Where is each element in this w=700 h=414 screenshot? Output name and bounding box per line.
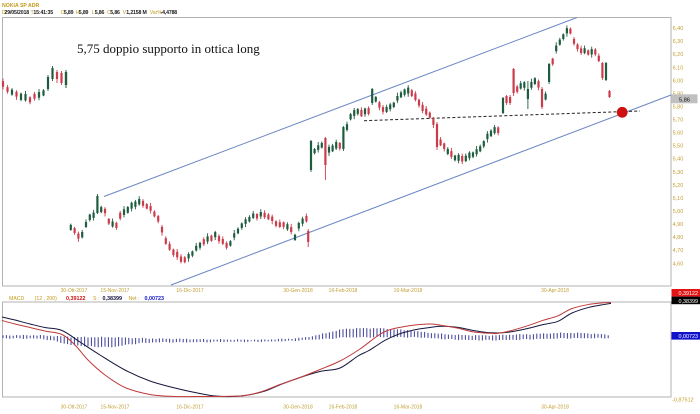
svg-text:30-Ott-2017: 30-Ott-2017 bbox=[61, 288, 88, 294]
svg-text:6,20: 6,20 bbox=[673, 52, 684, 58]
svg-text:4,70: 4,70 bbox=[673, 248, 684, 254]
svg-text:0,39122: 0,39122 bbox=[66, 296, 86, 302]
svg-text:5,70: 5,70 bbox=[673, 118, 684, 124]
svg-text:0,39122: 0,39122 bbox=[679, 291, 699, 297]
svg-text:4,90: 4,90 bbox=[673, 222, 684, 228]
svg-text:5,30: 5,30 bbox=[673, 170, 684, 176]
svg-text:5,00: 5,00 bbox=[673, 209, 684, 215]
svg-text:6,00: 6,00 bbox=[673, 78, 684, 84]
svg-text:30-Ott-2017: 30-Ott-2017 bbox=[61, 405, 88, 411]
svg-text:6,30: 6,30 bbox=[673, 39, 684, 45]
svg-text:5,60: 5,60 bbox=[673, 131, 684, 137]
svg-text:5,86: 5,86 bbox=[679, 97, 690, 103]
svg-text:(12 , 200): (12 , 200) bbox=[35, 296, 57, 302]
svg-text:MACD: MACD bbox=[9, 296, 25, 302]
svg-text:-0,87512: -0,87512 bbox=[672, 397, 694, 403]
svg-text:30-Apr-2018: 30-Apr-2018 bbox=[541, 405, 569, 411]
svg-text:5,75 doppio supporto in ottica: 5,75 doppio supporto in ottica long bbox=[77, 41, 260, 56]
svg-text:0,38399: 0,38399 bbox=[679, 299, 699, 305]
svg-text:16-Dic-2017: 16-Dic-2017 bbox=[176, 288, 203, 294]
svg-text:NOKIA SP ADR: NOKIA SP ADR bbox=[2, 3, 40, 9]
svg-text:16-Feb-2018: 16-Feb-2018 bbox=[329, 288, 358, 294]
svg-text:16-Feb-2018: 16-Feb-2018 bbox=[329, 405, 358, 411]
svg-text:0,38399: 0,38399 bbox=[103, 296, 123, 302]
svg-text:5,40: 5,40 bbox=[673, 157, 684, 163]
svg-text:6,40: 6,40 bbox=[673, 26, 684, 32]
svg-text:30-Apr-2018: 30-Apr-2018 bbox=[541, 288, 569, 294]
svg-text:4,80: 4,80 bbox=[673, 235, 684, 241]
svg-text:0,00723: 0,00723 bbox=[145, 296, 165, 302]
svg-text:0,00723: 0,00723 bbox=[679, 334, 699, 340]
svg-text:30-Gen-2018: 30-Gen-2018 bbox=[283, 288, 313, 294]
svg-text:5,50: 5,50 bbox=[673, 144, 684, 150]
svg-text:15-Nov-2017: 15-Nov-2017 bbox=[101, 288, 130, 294]
svg-text:5,10: 5,10 bbox=[673, 196, 684, 202]
svg-text:15-Nov-2017: 15-Nov-2017 bbox=[101, 405, 130, 411]
svg-text:Net :: Net : bbox=[129, 296, 140, 302]
svg-text:16-Mar-2018: 16-Mar-2018 bbox=[394, 288, 423, 294]
svg-text:16-Dic-2017: 16-Dic-2017 bbox=[176, 405, 203, 411]
svg-text:16-Mar-2018: 16-Mar-2018 bbox=[394, 405, 423, 411]
svg-text:6,10: 6,10 bbox=[673, 65, 684, 71]
svg-text:30-Gen-2018: 30-Gen-2018 bbox=[283, 405, 313, 411]
svg-text:5,80: 5,80 bbox=[673, 105, 684, 111]
svg-text:S :: S : bbox=[93, 296, 99, 302]
svg-text:5,20: 5,20 bbox=[673, 183, 684, 189]
svg-text:4,60: 4,60 bbox=[673, 261, 684, 267]
